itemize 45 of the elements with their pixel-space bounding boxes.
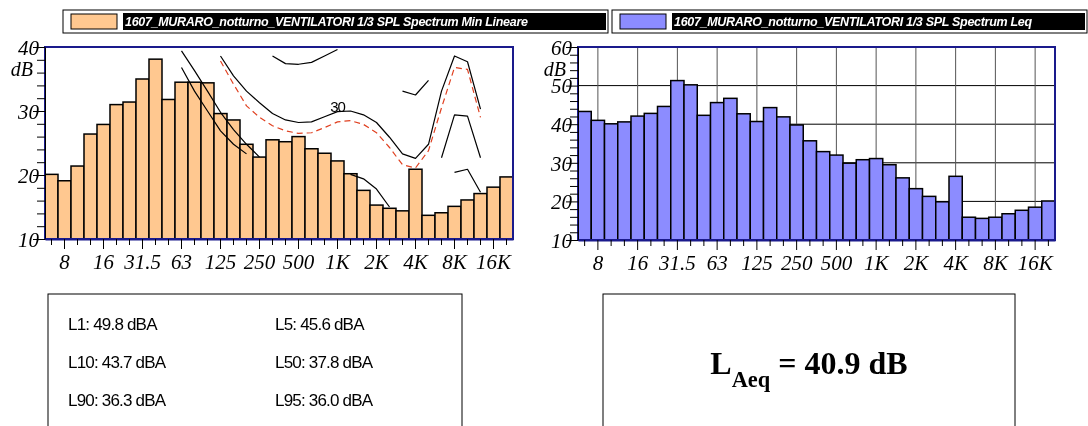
y-axis-title: dB [543,58,566,80]
x-tick-label: 8 [592,250,604,275]
y-axis-title: dB [10,58,33,80]
x-tick-label: 16K [475,249,512,274]
text: L5: 45.6 dBA [275,315,366,334]
y-tick-label: 40 [18,35,40,60]
x-tick-label: 8K [983,250,1009,275]
legend-label: 1607_MURARO_notturno_VENTILATORI 1/3 SPL Spectrum Min Lineare [125,15,528,29]
text: L1: 49.8 dBA [68,315,159,334]
x-tick-label: 4K [943,250,969,275]
x-tick-label: 2K [364,249,390,274]
y-tick-label: 20 [18,163,40,188]
y-tick-label: 30 [17,99,40,124]
x-tick-label: 2K [903,250,930,275]
y-tick-label: 10 [18,227,40,252]
text: L10: 43.7 dBA [68,353,167,372]
x-tick-label: 16 [93,249,115,274]
text: L95: 36.0 dBA [275,391,374,410]
x-tick-label: 16 [627,250,649,275]
x-tick-label: 31.5 [658,250,696,275]
y-tick-label: 60 [551,35,573,60]
legend-label: 1607_MURARO_notturno_VENTILATORI 1/3 SPL Spectrum Leq [674,15,1033,29]
x-tick-label: 16K [1017,250,1054,275]
y-tick-label: 40 [551,113,573,138]
x-tick-label: 8K [442,249,468,274]
x-tick-label: 63 [706,250,728,275]
text: L90: 36.3 dBA [68,391,167,410]
x-tick-label: 250 [780,250,813,275]
y-tick-label: 10 [551,228,573,253]
x-tick-label: 8 [59,249,71,274]
x-tick-label: 1K [325,249,351,274]
x-tick-label: 500 [282,249,315,274]
y-tick-label: 30 [550,151,573,176]
x-tick-label: 250 [243,249,276,274]
annotation: 30 [330,98,346,116]
x-tick-label: 1K [863,250,890,275]
text: L50: 37.8 dBA [275,353,374,372]
x-tick-label: 500 [820,250,853,275]
x-tick-label: 125 [204,249,237,274]
x-tick-label: 4K [403,249,429,274]
y-tick-label: 20 [551,190,573,215]
text: L$_{Aeq}$ = 40.9 dB [710,345,908,392]
x-tick-label: 63 [171,249,192,274]
x-tick-label: 125 [741,250,773,275]
x-tick-label: 31.5 [123,249,161,274]
